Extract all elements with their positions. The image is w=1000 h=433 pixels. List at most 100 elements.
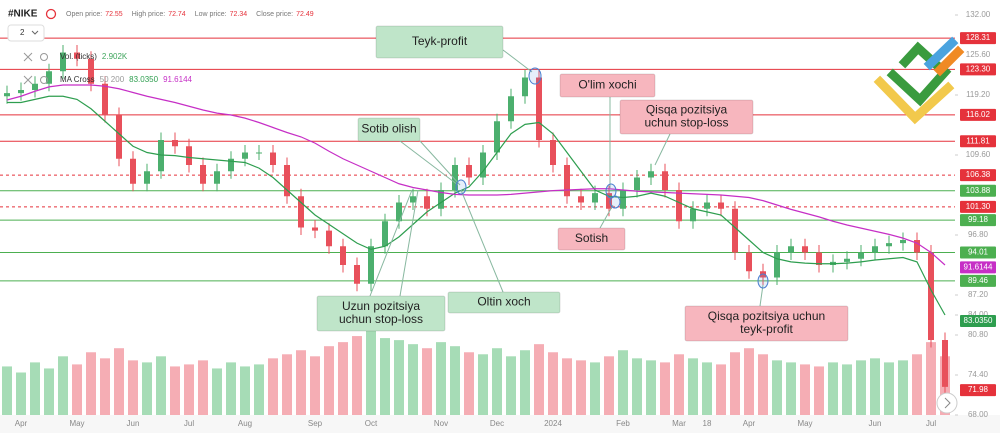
y-tick-label: 109.60 xyxy=(966,150,991,159)
volume-bar xyxy=(520,350,530,415)
annotation-box xyxy=(557,227,626,251)
volume-bar xyxy=(436,342,446,415)
volume-bar xyxy=(282,354,292,415)
volume-bar xyxy=(464,352,474,415)
indicator-name: Vol. (ticks) xyxy=(60,52,97,61)
plot: 132.00125.60119.20109.6096.8087.2084.008… xyxy=(0,10,996,428)
volume-bar xyxy=(800,364,810,415)
candle-body xyxy=(158,140,164,172)
volume-bar xyxy=(58,356,68,415)
connectors xyxy=(369,49,764,307)
annotation-box xyxy=(375,25,504,59)
scroll-icon xyxy=(944,397,951,409)
volume-bar xyxy=(548,352,558,415)
volume-bar xyxy=(646,360,656,415)
level-badge xyxy=(960,246,996,259)
candle-body xyxy=(606,193,612,209)
candle-body xyxy=(718,202,724,209)
close-icon xyxy=(23,75,33,85)
volume-bar xyxy=(562,358,572,415)
candle-body xyxy=(900,240,906,244)
candle-body xyxy=(732,208,738,253)
candle-body xyxy=(648,171,654,178)
indicator: Vol. (ticks) 2.902K xyxy=(60,52,128,61)
volume-bar xyxy=(576,360,586,415)
candle-body xyxy=(116,115,122,159)
interval-box[interactable] xyxy=(7,24,45,42)
volume-bar xyxy=(534,344,544,415)
volume-bar xyxy=(842,364,852,415)
candle-body xyxy=(844,258,850,262)
candle-body xyxy=(620,190,626,209)
x-tick-label: Apr xyxy=(15,419,28,428)
volume-bar xyxy=(688,358,698,415)
level-badge xyxy=(960,135,996,148)
field-value: 72.49 xyxy=(296,11,314,18)
candle-body xyxy=(18,90,24,94)
level-badge xyxy=(960,274,996,287)
volume-bar xyxy=(772,360,782,415)
level-label: 89.46 xyxy=(968,276,989,285)
candle-body xyxy=(32,83,38,90)
candle-body xyxy=(592,193,598,203)
candle-body xyxy=(312,227,318,231)
volume-bar xyxy=(450,346,460,415)
volume-bar xyxy=(604,356,614,415)
ma-line xyxy=(6,84,946,266)
candle-body xyxy=(550,140,556,165)
volume-bar xyxy=(422,348,432,415)
volume-bar xyxy=(884,362,894,415)
volume-bar xyxy=(296,350,306,415)
volume-bar xyxy=(870,358,880,415)
volume-bar xyxy=(100,358,110,415)
level-badge xyxy=(960,200,996,213)
candle-body xyxy=(690,208,696,222)
annotation-box xyxy=(447,291,561,314)
volume-bar xyxy=(268,358,278,415)
x-tick-label: Nov xyxy=(434,419,448,428)
volume-bar xyxy=(128,360,138,415)
candle-body xyxy=(746,252,752,272)
volume-bar xyxy=(86,352,96,415)
x-tick-label: Apr xyxy=(743,419,756,428)
candle-body xyxy=(676,190,682,222)
candle-body xyxy=(382,221,388,247)
signal-markers xyxy=(455,67,769,289)
y-tick-label: 87.20 xyxy=(968,290,989,299)
candle-body xyxy=(102,83,108,115)
candle-body xyxy=(522,77,528,97)
volume-bar xyxy=(44,368,54,415)
scroll-button[interactable] xyxy=(936,392,958,414)
level-badge xyxy=(960,261,996,274)
candle-body xyxy=(410,196,416,203)
settings-icon xyxy=(40,53,48,61)
level-badge xyxy=(960,384,996,397)
volume-bar xyxy=(408,344,418,415)
field-label: Open price: xyxy=(66,11,102,18)
candle-body xyxy=(452,165,458,190)
x-tick-label: Mar xyxy=(672,419,686,428)
candle-body xyxy=(340,246,346,265)
x-tick-label: 18 xyxy=(703,419,712,428)
volume-bar xyxy=(744,348,754,415)
volume-bar xyxy=(352,336,362,415)
symbol: #NIKE xyxy=(8,9,38,20)
volume-bar xyxy=(142,362,152,415)
candle-body xyxy=(858,252,864,259)
candle-body xyxy=(928,252,934,340)
annotation-box xyxy=(559,73,656,98)
volume-bar xyxy=(226,362,236,415)
volume-bar xyxy=(240,366,250,415)
volume-bar xyxy=(814,366,824,415)
y-tick-label: 96.80 xyxy=(968,230,989,239)
candle-body xyxy=(284,165,290,197)
candle-body xyxy=(424,196,430,209)
level-label: 106.38 xyxy=(966,170,991,179)
candle-body xyxy=(130,158,136,184)
x-tick-label: Feb xyxy=(616,419,630,428)
candle-body xyxy=(634,177,640,190)
volume-bar xyxy=(380,338,390,415)
volume-bar xyxy=(898,360,908,415)
candle-body xyxy=(396,202,402,222)
